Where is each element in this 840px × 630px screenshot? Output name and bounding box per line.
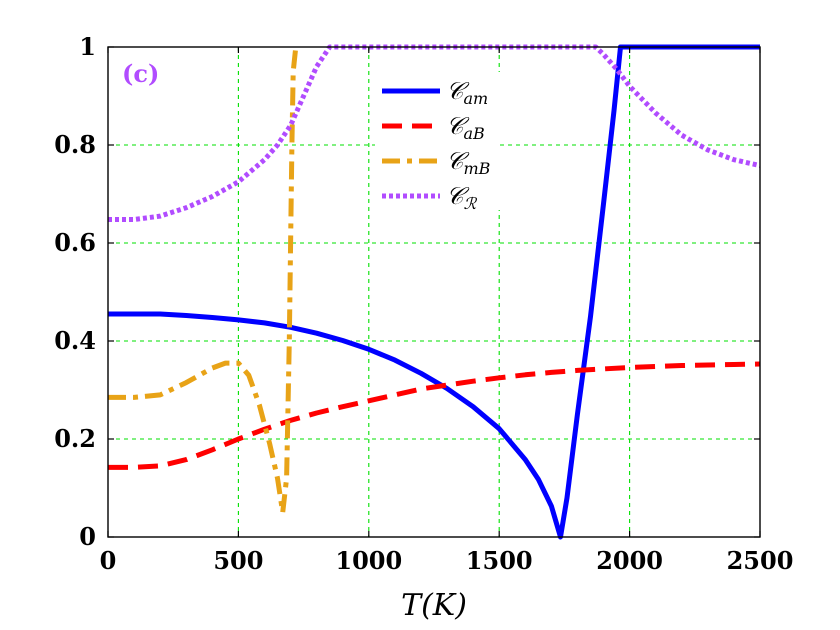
x-tick-label: 0 (100, 546, 117, 575)
y-tick-label: 0.2 (54, 424, 96, 453)
legend-label: 𝒞ℛ (446, 182, 478, 213)
x-axis-label: T(K) (401, 588, 467, 623)
x-tick-label: 1000 (335, 546, 402, 575)
legend-label: 𝒞aB (446, 112, 485, 143)
panel-label: (c) (122, 59, 159, 88)
y-tick-label: 0.8 (54, 130, 96, 159)
y-tick-label: 0 (79, 522, 96, 551)
y-tick-label: 1 (79, 32, 96, 61)
y-tick-label: 0.6 (54, 228, 96, 257)
series-line-c-ab (108, 361, 761, 470)
series-line-c-r (108, 44, 761, 222)
x-tick-label: 2000 (596, 546, 663, 575)
x-tick-label: 500 (213, 546, 263, 575)
ticks: 0 500 1000 1500 2000 2500 0 0.2 0.4 0.6 0.8 1 (54, 32, 793, 575)
x-tick-label: 2500 (727, 546, 794, 575)
plot-frame (107, 46, 761, 538)
x-tick-label: 1500 (466, 546, 533, 575)
legend-background (375, 72, 500, 210)
series-line-c-mb (108, 46, 299, 515)
y-tick-label: 0.4 (54, 326, 96, 355)
